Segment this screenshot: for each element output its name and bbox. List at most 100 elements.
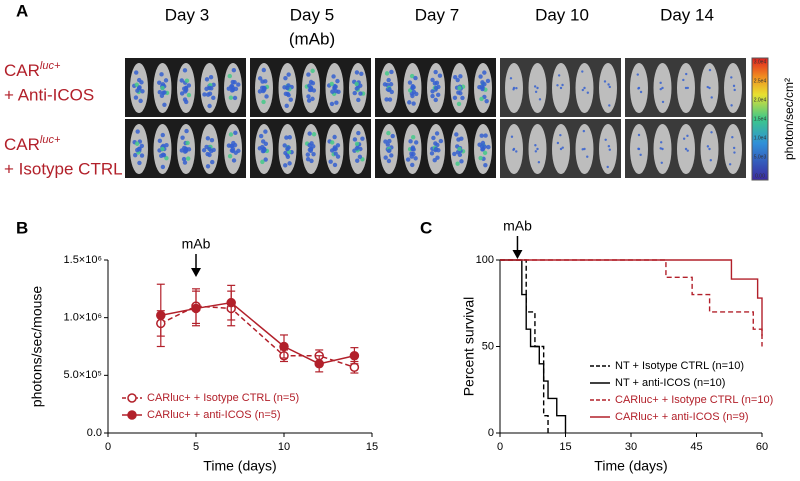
signal <box>137 85 142 90</box>
signal <box>284 135 289 140</box>
signal <box>134 82 140 87</box>
signal <box>731 136 734 139</box>
signal <box>387 138 392 144</box>
signal <box>608 85 611 89</box>
signal <box>184 99 189 105</box>
signal <box>207 146 212 152</box>
legend-marker <box>127 393 137 403</box>
signal <box>410 146 415 152</box>
signal <box>409 154 414 159</box>
signal <box>583 147 586 151</box>
signal <box>258 133 264 139</box>
signal <box>232 142 238 148</box>
signal <box>433 146 439 152</box>
signal <box>231 158 237 163</box>
colorbar-label: photon/sec/cm² <box>782 78 796 160</box>
signal <box>288 97 293 102</box>
signal <box>135 129 140 134</box>
signal <box>479 133 484 138</box>
signal <box>685 72 688 76</box>
x-axis-label: Time (days) <box>203 458 276 474</box>
signal <box>413 156 418 161</box>
signal <box>232 95 238 101</box>
signal <box>435 92 441 98</box>
signal <box>331 74 336 79</box>
signal <box>435 155 440 160</box>
signal <box>306 94 311 99</box>
signal <box>458 74 463 79</box>
signal <box>263 157 268 162</box>
signal <box>710 96 713 99</box>
x-axis-label: Time (days) <box>594 458 667 474</box>
signal <box>386 158 392 164</box>
signal <box>533 85 537 88</box>
point <box>314 359 324 369</box>
signal <box>185 140 190 146</box>
signal <box>140 89 145 94</box>
signal <box>137 160 142 166</box>
signal <box>608 148 611 151</box>
annotation: mAb <box>182 236 211 252</box>
signal <box>356 97 361 103</box>
signal <box>484 98 489 104</box>
signal <box>637 147 640 151</box>
signal <box>358 91 363 96</box>
signal <box>139 153 145 158</box>
signal <box>433 97 438 103</box>
point <box>226 297 236 308</box>
row-sup: luc+ <box>40 60 61 72</box>
signal <box>534 90 538 94</box>
signal <box>556 141 560 145</box>
signal <box>227 154 233 159</box>
signal <box>636 73 639 76</box>
signal <box>437 73 443 78</box>
signal <box>458 91 463 96</box>
signal <box>360 136 365 141</box>
row-label: + Anti-ICOS <box>4 85 94 104</box>
signal <box>606 165 609 169</box>
signal <box>205 164 211 169</box>
signal <box>410 93 415 99</box>
signal <box>604 138 607 142</box>
signal <box>262 86 267 91</box>
y-tick-label: 50 <box>482 340 494 352</box>
signal <box>205 92 211 97</box>
signal <box>335 78 340 84</box>
day-label: Day 5 <box>290 5 334 24</box>
signal <box>139 80 144 85</box>
signal <box>479 144 485 149</box>
colorbar-tick: 1.0e4 <box>754 135 767 141</box>
signal <box>229 143 234 149</box>
colorbar-tick: 0.00 <box>755 173 765 179</box>
signal <box>229 84 234 89</box>
signal <box>233 86 239 92</box>
signal <box>159 93 165 98</box>
signal <box>332 134 337 140</box>
signal <box>354 70 360 75</box>
signal <box>138 98 143 104</box>
signal <box>164 155 169 161</box>
legend-label: NT + anti-ICOS (n=10) <box>615 377 725 389</box>
signal <box>706 145 710 148</box>
signal <box>311 88 317 93</box>
signal <box>201 148 207 153</box>
signal <box>561 146 564 149</box>
signal <box>159 72 164 77</box>
signal <box>411 89 417 95</box>
signal <box>209 138 215 143</box>
signal <box>408 139 413 144</box>
signal <box>387 97 393 102</box>
signal <box>433 85 439 91</box>
signal <box>607 145 611 148</box>
signal <box>309 158 314 164</box>
signal <box>264 94 269 99</box>
signal <box>182 160 188 165</box>
panel-label: A <box>16 1 28 20</box>
signal <box>557 74 561 77</box>
signal <box>432 158 437 163</box>
signal <box>559 86 563 90</box>
signal <box>205 136 211 141</box>
colorbar <box>751 57 769 181</box>
signal <box>478 155 483 161</box>
mouse <box>724 63 742 113</box>
